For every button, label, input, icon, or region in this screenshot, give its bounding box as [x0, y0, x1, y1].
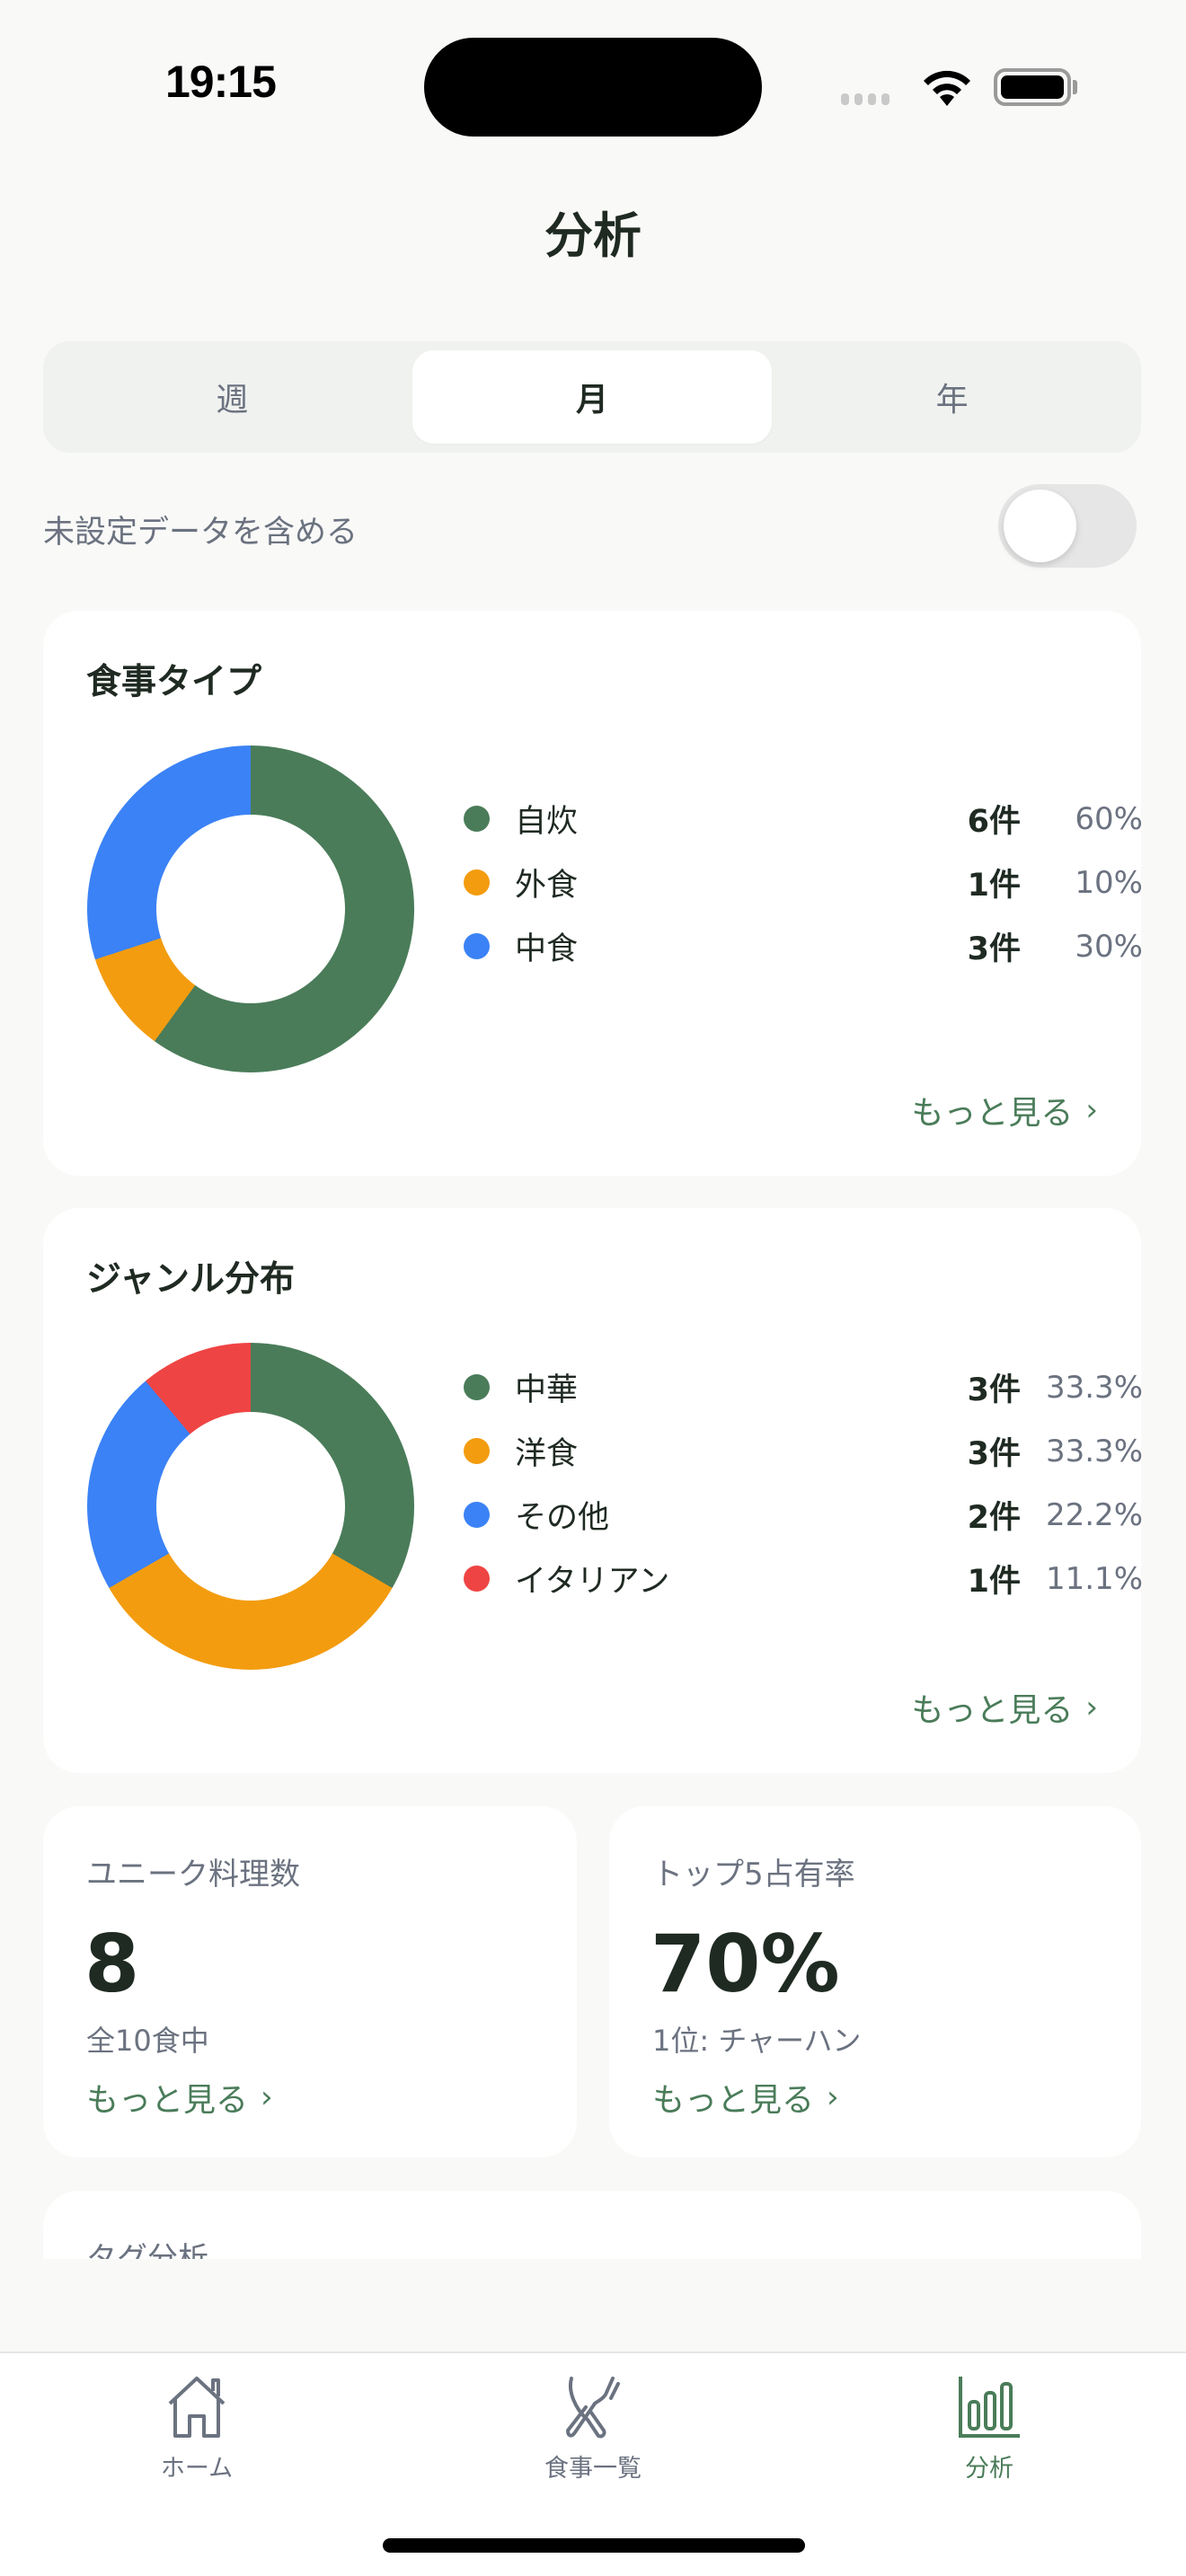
stat-sub: 1位: チャーハン: [652, 2024, 862, 2058]
tab-home[interactable]: ホーム: [107, 2373, 287, 2483]
legend-count: 6件: [967, 804, 1021, 840]
tab-meal-list[interactable]: 食事一覧: [503, 2373, 683, 2483]
legend-dot: [464, 1502, 490, 1528]
legend-count: 1件: [967, 868, 1021, 904]
cellular-signal-icon: [841, 93, 890, 105]
tab-analysis[interactable]: 分析: [899, 2373, 1079, 2483]
genre-more-link[interactable]: もっと見る ›: [911, 1684, 1098, 1731]
legend-name: イタリアン: [515, 1564, 670, 1600]
more-label: もっと見る: [911, 1095, 1074, 1132]
legend-dot: [464, 933, 490, 959]
legend-count: 1件: [967, 1564, 1021, 1600]
legend-item: 洋食 3件 33.3%: [464, 1419, 1143, 1483]
stat-sub: 全10食中: [86, 2024, 209, 2058]
legend-dot: [464, 1438, 490, 1464]
tab-year[interactable]: 年: [935, 382, 969, 419]
legend-dot: [464, 806, 490, 832]
legend-count: 3件: [967, 1372, 1021, 1408]
meal-type-card: 食事タイプ 自炊 6件 60% 外食 1件 10% 中食 3件 30% もっと見…: [43, 611, 1143, 1176]
legend-name: 洋食: [515, 1436, 579, 1472]
card-title: 食事タイプ: [86, 662, 262, 702]
bar-chart-icon: [959, 2377, 1020, 2438]
tab-label: 分析: [965, 2455, 1013, 2483]
meal-type-more-link[interactable]: もっと見る ›: [911, 1087, 1098, 1134]
legend-percent: 22.2%: [1045, 1496, 1143, 1533]
chevron-right-icon: ›: [827, 2079, 839, 2115]
top5-more-link[interactable]: もっと見る ›: [652, 2074, 839, 2121]
legend-item: 中華 3件 33.3%: [464, 1355, 1143, 1419]
legend-item: 自炊 6件 60%: [464, 787, 1143, 851]
legend-name: 外食: [515, 868, 579, 904]
page-title: 分析: [544, 207, 642, 264]
stat-value: 8: [84, 1918, 140, 2010]
more-label: もっと見る: [86, 2082, 249, 2119]
home-indicator: [383, 2538, 805, 2553]
meal-type-donut-chart: [87, 745, 414, 1072]
battery-icon: [994, 68, 1071, 106]
genre-donut-chart: [87, 1343, 414, 1670]
stat-value: 70%: [651, 1918, 840, 2010]
card-title: ジャンル分布: [86, 1259, 296, 1300]
meal-type-legend: 自炊 6件 60% 外食 1件 10% 中食 3件 30%: [464, 787, 1143, 978]
legend-count: 3件: [967, 1436, 1021, 1472]
tab-month[interactable]: 月: [412, 350, 773, 444]
genre-legend: 中華 3件 33.3% 洋食 3件 33.3% その他 2件 22.2% イタリ…: [464, 1355, 1143, 1610]
stat-label: トップ5占有率: [652, 1857, 855, 1892]
legend-item: その他 2件 22.2%: [464, 1483, 1143, 1547]
wifi-icon: [924, 70, 970, 106]
legend-item: イタリアン 1件 11.1%: [464, 1547, 1143, 1610]
chevron-right-icon: ›: [1085, 1689, 1098, 1725]
fork-knife-icon: [566, 2377, 620, 2439]
toggle-knob: [1004, 490, 1076, 562]
legend-percent: 33.3%: [1045, 1433, 1143, 1469]
legend-name: 中華: [515, 1372, 579, 1408]
tab-label: 食事一覧: [544, 2455, 642, 2483]
card-title: タグ分析: [86, 2241, 208, 2259]
legend-dot: [464, 869, 490, 895]
more-label: もっと見る: [652, 2082, 815, 2119]
unique-dishes-more-link[interactable]: もっと見る ›: [86, 2074, 273, 2121]
include-unset-toggle[interactable]: [998, 484, 1137, 568]
chevron-right-icon: ›: [261, 2079, 273, 2115]
stat-label: ユニーク料理数: [86, 1857, 300, 1892]
legend-dot: [464, 1374, 490, 1400]
legend-name: その他: [515, 1500, 610, 1536]
legend-item: 外食 1件 10%: [464, 851, 1143, 914]
legend-item: 中食 3件 30%: [464, 914, 1143, 978]
period-segmented-control: 週 月 年: [43, 341, 1141, 453]
legend-percent: 10%: [1075, 864, 1143, 901]
legend-dot: [464, 1566, 490, 1592]
legend-count: 2件: [967, 1500, 1021, 1536]
legend-percent: 30%: [1075, 928, 1143, 965]
include-unset-label: 未設定データを含める: [43, 515, 358, 551]
chevron-right-icon: ›: [1085, 1092, 1098, 1128]
unique-dishes-card: ユニーク料理数 8 全10食中 もっと見る ›: [43, 1806, 577, 2157]
legend-percent: 33.3%: [1045, 1369, 1143, 1406]
genre-card: ジャンル分布 中華 3件 33.3% 洋食 3件 33.3% その他 2件 22…: [43, 1208, 1143, 1773]
legend-percent: 11.1%: [1045, 1560, 1143, 1597]
scroll-clip: タグ分析: [0, 2191, 1186, 2259]
status-time: 19:15: [165, 57, 277, 107]
tab-week[interactable]: 週: [216, 382, 249, 419]
home-icon: [168, 2377, 226, 2438]
more-label: もっと見る: [911, 1692, 1074, 1729]
tag-analysis-card: タグ分析: [43, 2191, 1141, 2259]
dynamic-island: [424, 38, 762, 137]
legend-name: 中食: [515, 931, 579, 967]
top5-share-card: トップ5占有率 70% 1位: チャーハン もっと見る ›: [609, 1806, 1141, 2157]
battery-tip: [1073, 80, 1077, 94]
tab-label: ホーム: [160, 2455, 234, 2483]
legend-name: 自炊: [515, 804, 579, 840]
legend-count: 3件: [967, 931, 1021, 967]
legend-percent: 60%: [1075, 800, 1143, 837]
